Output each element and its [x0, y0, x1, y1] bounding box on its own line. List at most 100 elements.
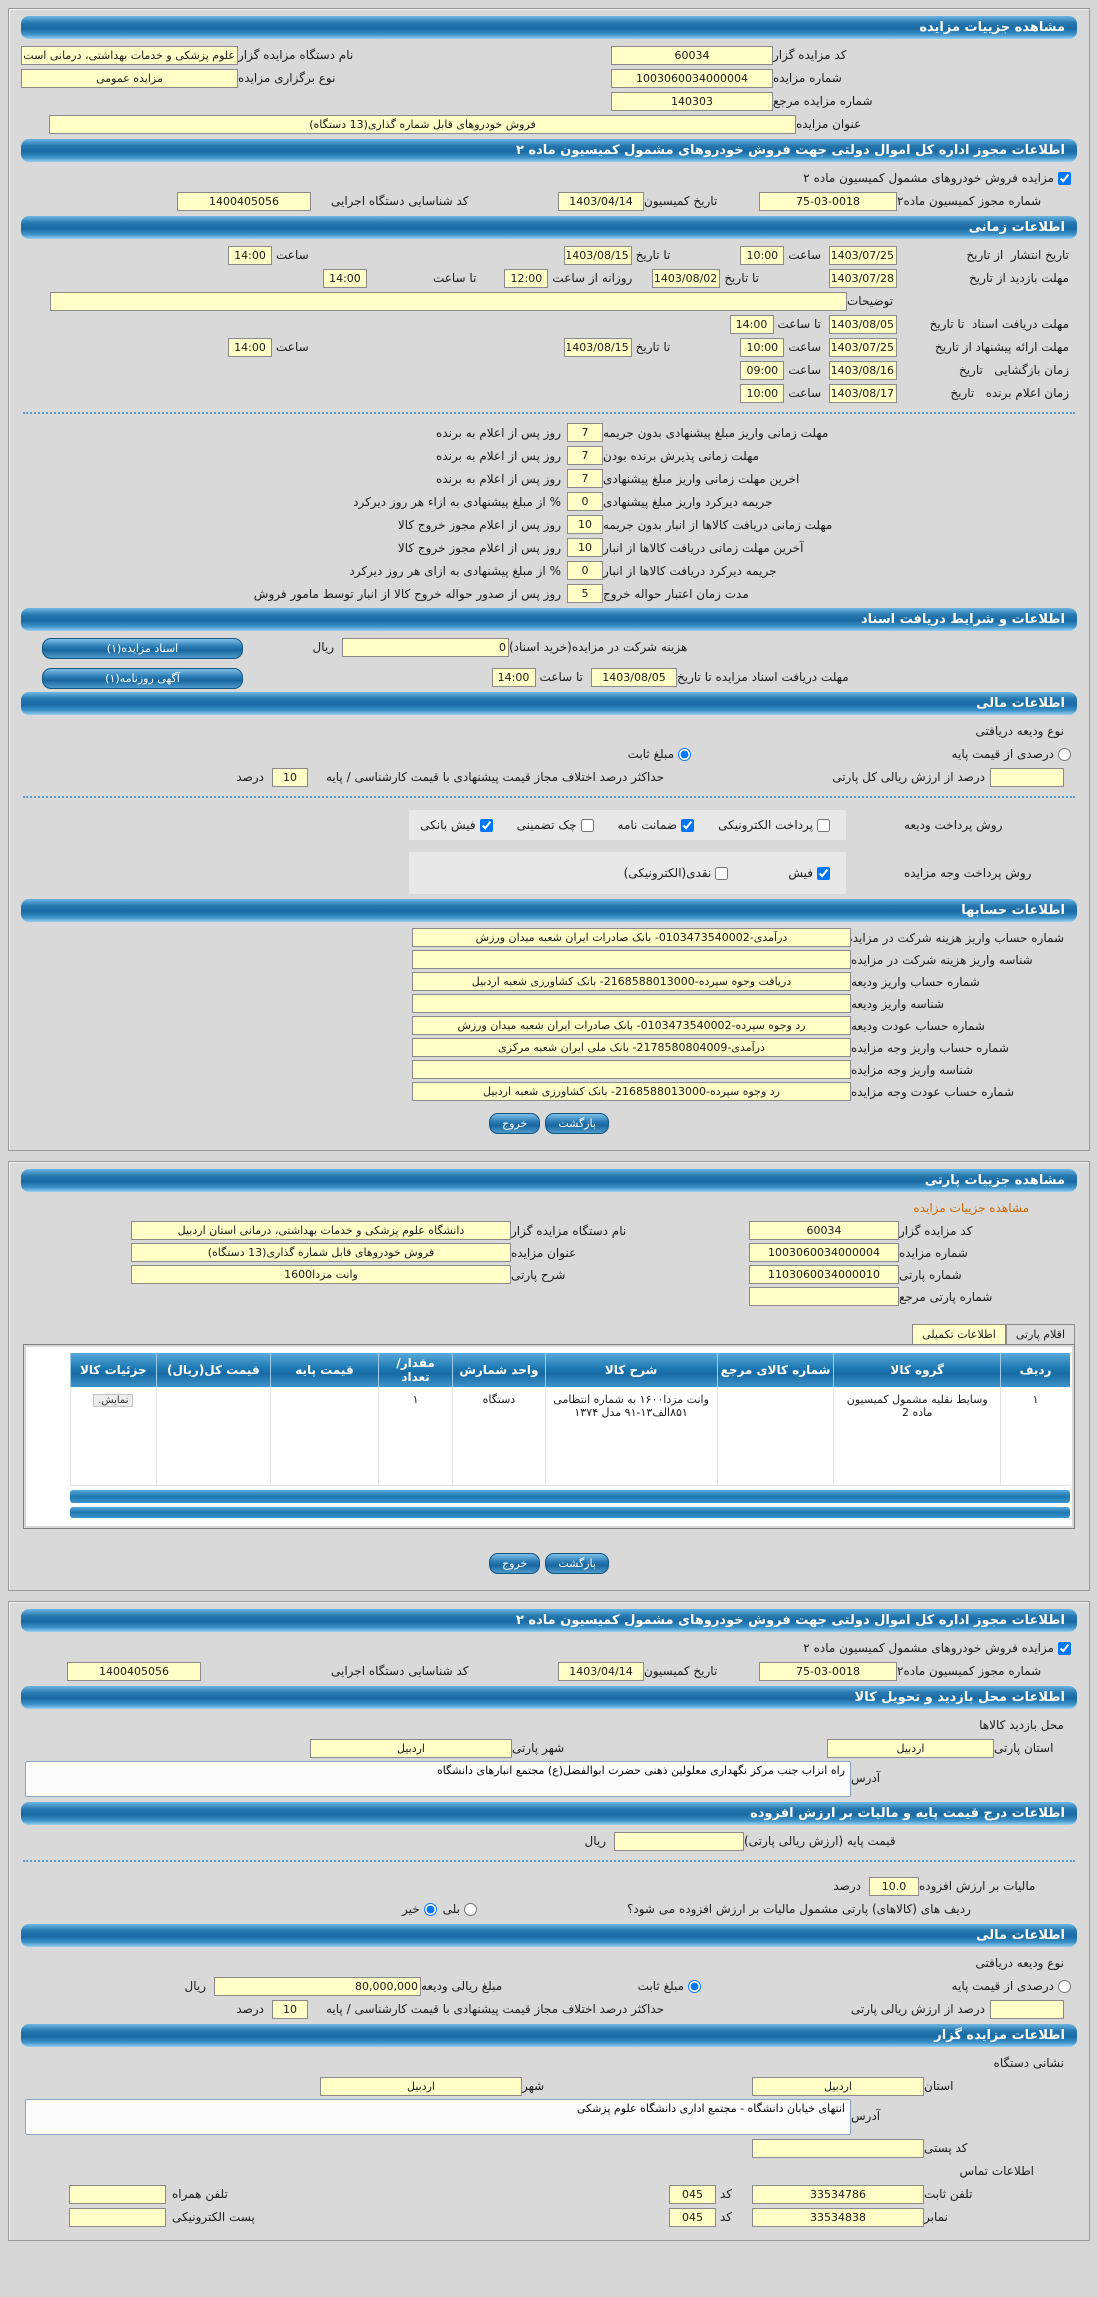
party-desc-field[interactable]	[131, 1265, 511, 1284]
tab-party-items[interactable]: اقلام پارتی	[1005, 1324, 1075, 1344]
back-button[interactable]: بازگشت	[545, 1113, 609, 1134]
vat-yes-radio[interactable]	[464, 1902, 477, 1916]
email-field[interactable]	[69, 2207, 166, 2227]
penalty-value-field[interactable]	[567, 469, 603, 488]
publish-to-time-field[interactable]	[228, 245, 272, 265]
commission-date-field[interactable]	[558, 191, 644, 211]
docs-fee-field[interactable]	[342, 637, 509, 657]
party-auction-no-field[interactable]	[749, 1243, 899, 1262]
electronic-payment-checkbox[interactable]	[817, 818, 830, 832]
auction-title-field[interactable]	[49, 114, 796, 134]
newspaper-ad-button[interactable]: آگهی روزنامه(۱)	[42, 668, 243, 689]
party-province-field[interactable]	[827, 1738, 994, 1758]
offer-to-field[interactable]	[563, 337, 632, 357]
docs-deadline-time-field[interactable]	[729, 314, 774, 334]
visit-from-time-field[interactable]	[504, 268, 549, 288]
party-ref-field[interactable]	[749, 1287, 899, 1306]
tab-additional-info[interactable]: اطلاعات تکمیلی	[912, 1324, 1006, 1344]
winner-date-field[interactable]	[829, 383, 897, 403]
show-details-link[interactable]: نمایش.	[93, 1394, 134, 1407]
deposit-amount-field[interactable]	[214, 1976, 421, 1996]
commission-date-field[interactable]	[558, 1661, 644, 1681]
account-field[interactable]	[412, 1082, 851, 1101]
offer-from-time-field[interactable]	[740, 337, 785, 357]
exit-button[interactable]: خروج	[489, 1113, 541, 1134]
deposit-fixed-radio[interactable]	[678, 747, 691, 761]
penalty-value-field[interactable]	[567, 561, 603, 580]
party-no-field[interactable]	[749, 1265, 899, 1284]
mobile-field[interactable]	[69, 2184, 166, 2204]
penalty-value-field[interactable]	[567, 446, 603, 465]
party-address-field[interactable]	[25, 1761, 851, 1797]
account-field[interactable]	[412, 1060, 851, 1079]
auction-no-field[interactable]	[611, 68, 773, 88]
penalty-value-field[interactable]	[567, 584, 603, 603]
party-percent-field[interactable]	[990, 767, 1064, 787]
party-percent-field-2[interactable]	[990, 1999, 1064, 2019]
back-button[interactable]: بازگشت	[545, 1553, 609, 1574]
phone-field[interactable]	[752, 2184, 924, 2204]
account-field[interactable]	[412, 994, 851, 1013]
base-price-field[interactable]	[614, 1831, 744, 1851]
fax-code-field[interactable]	[668, 2207, 716, 2227]
account-field[interactable]	[412, 950, 851, 969]
slip-check[interactable]	[817, 866, 830, 880]
table-pager-bar[interactable]	[70, 1490, 1070, 1503]
bidder-province-field[interactable]	[752, 2076, 924, 2096]
account-field[interactable]	[412, 1016, 851, 1035]
exit-button[interactable]: خروج	[489, 1553, 541, 1574]
fax-field[interactable]	[752, 2207, 924, 2227]
account-field[interactable]	[412, 972, 851, 991]
party-title-field[interactable]	[131, 1243, 511, 1262]
publish-from-time-field[interactable]	[740, 245, 785, 265]
org-name-field[interactable]	[21, 45, 238, 65]
deposit-percent-radio[interactable]	[1058, 747, 1071, 761]
auction-ref-field[interactable]	[611, 91, 773, 111]
auction-code-field[interactable]	[611, 45, 773, 65]
permit-no-field[interactable]	[759, 1661, 897, 1681]
exec-id-field[interactable]	[67, 1661, 201, 1681]
offer-from-field[interactable]	[829, 337, 897, 357]
bidder-city-field[interactable]	[320, 2076, 522, 2096]
docs-receive-date-field[interactable]	[591, 667, 677, 687]
deposit-percent-radio-2[interactable]	[1058, 1979, 1071, 1993]
party-auction-code-field[interactable]	[749, 1221, 899, 1240]
party-org-field[interactable]	[131, 1221, 511, 1240]
publish-from-field[interactable]	[829, 245, 897, 265]
secured-check-checkbox[interactable]	[580, 818, 594, 832]
vat-no-radio[interactable]	[423, 1902, 437, 1916]
license-checkbox-2[interactable]	[1058, 1641, 1071, 1655]
max-diff-field-2[interactable]	[272, 1999, 308, 2019]
penalty-value-field[interactable]	[567, 492, 603, 511]
exec-id-field[interactable]	[177, 191, 311, 211]
account-field[interactable]	[412, 928, 851, 947]
opening-date-field[interactable]	[829, 360, 897, 380]
vat-field[interactable]	[869, 1876, 919, 1896]
bidder-address-field[interactable]	[25, 2099, 851, 2135]
bank-slip-checkbox[interactable]	[479, 818, 493, 832]
guarantee-checkbox[interactable]	[681, 818, 695, 832]
party-city-field[interactable]	[310, 1738, 512, 1758]
visit-from-field[interactable]	[829, 268, 897, 288]
visit-to-time-field[interactable]	[322, 268, 367, 288]
license-checkbox[interactable]	[1058, 171, 1071, 185]
auction-documents-button[interactable]: اسناد مزایده(۱)	[42, 638, 243, 659]
publish-to-field[interactable]	[563, 245, 632, 265]
phone-code-field[interactable]	[668, 2184, 716, 2204]
postal-code-field[interactable]	[752, 2138, 924, 2158]
notes-field[interactable]	[50, 291, 847, 311]
penalty-value-field[interactable]	[567, 538, 603, 557]
penalty-value-field[interactable]	[567, 515, 603, 534]
docs-receive-time-field[interactable]	[491, 667, 536, 687]
permit-no-field[interactable]	[759, 191, 897, 211]
view-auction-details-link[interactable]: مشاهده جزییات مزایده	[913, 1201, 1029, 1215]
opening-time-field[interactable]	[740, 360, 785, 380]
max-diff-field[interactable]	[272, 767, 308, 787]
account-field[interactable]	[412, 1038, 851, 1057]
docs-deadline-date-field[interactable]	[829, 314, 897, 334]
deposit-fixed-radio-2[interactable]	[688, 1979, 701, 1993]
auction-type-field[interactable]	[21, 68, 238, 88]
visit-to-field[interactable]	[652, 268, 721, 288]
penalty-value-field[interactable]	[567, 423, 603, 442]
offer-to-time-field[interactable]	[228, 337, 272, 357]
